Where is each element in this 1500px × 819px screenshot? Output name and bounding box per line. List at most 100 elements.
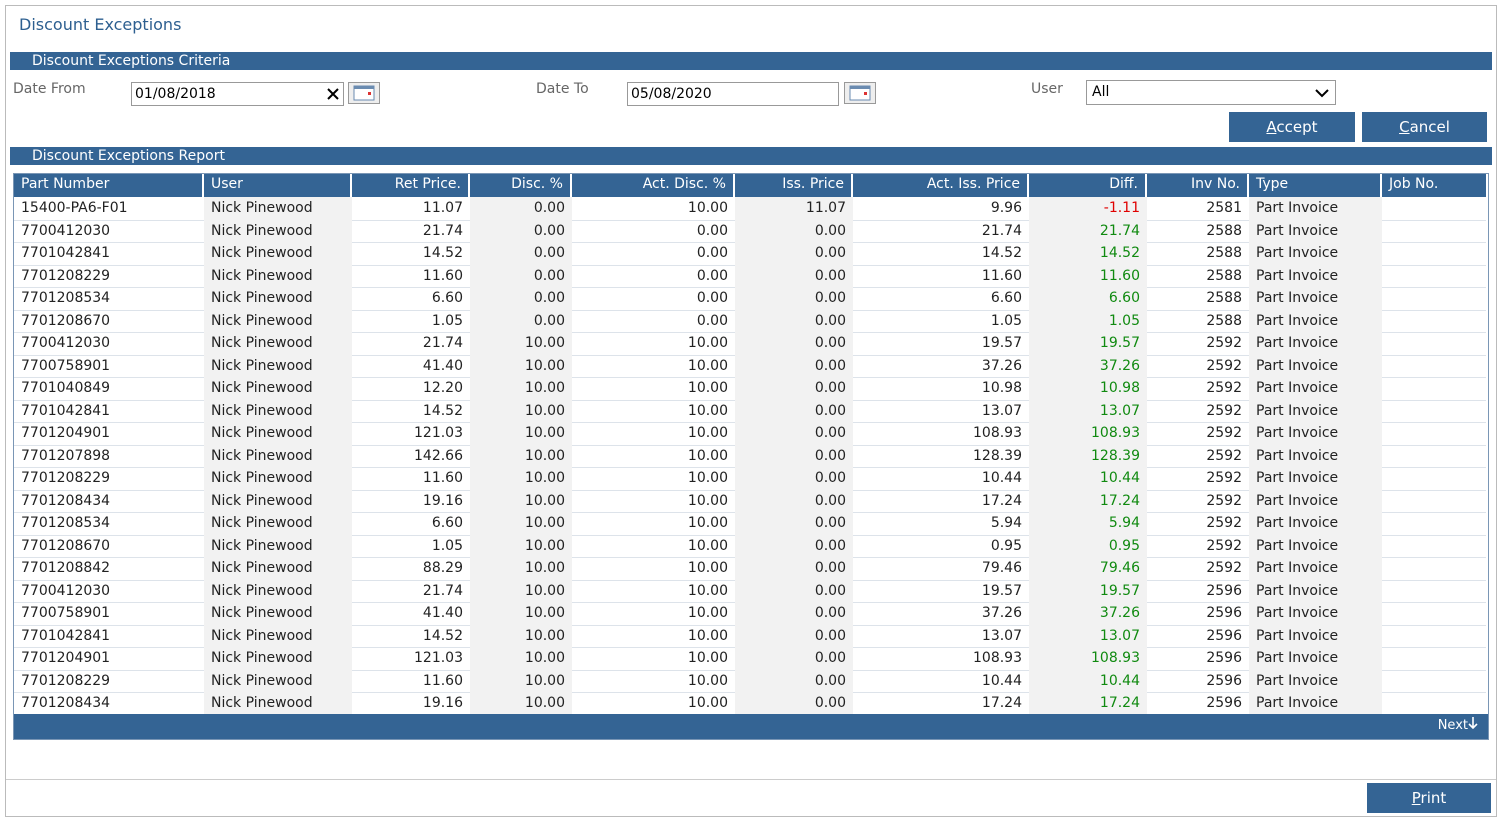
grid-cell: 14.52 xyxy=(422,402,463,419)
print-button[interactable]: Print xyxy=(1367,783,1491,813)
grid-cell: 7700412030 xyxy=(21,335,111,351)
grid-cell: 21.74 xyxy=(422,222,463,239)
grid-cell: 7700758901 xyxy=(21,357,111,374)
grid-cell: 10.00 xyxy=(470,647,572,670)
cancel-button[interactable]: Cancel xyxy=(1362,112,1487,142)
column-header: Iss. Price xyxy=(735,174,853,197)
column-header: Act. Iss. Price xyxy=(853,174,1029,197)
grid-row: 7701204901 Nick Pinewood 121.03 10.00 10.00 0… xyxy=(14,647,1486,671)
grid-row: 7700412030 Nick Pinewood 21.74 10.00 10.00 0.… xyxy=(14,332,1486,356)
grid-cell: 2596 xyxy=(1206,650,1242,666)
grid-cell: 11.60 xyxy=(422,470,463,486)
grid-cell: 79.46 xyxy=(981,560,1022,576)
grid-cell: Part Invoice xyxy=(1249,489,1382,512)
grid-cell: 10.00 xyxy=(687,200,728,216)
grid-cell: 7701208434 xyxy=(21,492,111,509)
grid-cell: 15400-PA6-F01 xyxy=(21,200,128,216)
grid-cell: Nick Pinewood xyxy=(204,444,352,467)
grid-cell: 10.00 xyxy=(687,627,728,644)
grid-cell: 7701208229 xyxy=(21,672,111,689)
grid-cell: Part Invoice xyxy=(1249,264,1382,287)
grid-row: 7701042841 Nick Pinewood 14.52 0.00 0.00 0.00… xyxy=(14,242,1486,266)
grid-cell: 7701040849 xyxy=(21,380,111,396)
date-to-value: 05/08/2020 xyxy=(631,86,712,102)
calendar-button[interactable] xyxy=(348,82,380,104)
date-to-input[interactable]: 05/08/2020 xyxy=(627,82,839,106)
grid-cell: 11.07 xyxy=(422,200,463,216)
grid-cell: Nick Pinewood xyxy=(204,512,352,535)
accept-button[interactable]: Accept xyxy=(1229,112,1355,142)
grid-cell: Nick Pinewood xyxy=(204,557,352,580)
grid-cell: 14.52 xyxy=(1029,242,1147,265)
grid-row: 15400-PA6-F01 Nick Pinewood 11.07 0.00 10.00… xyxy=(14,197,1486,221)
grid-cell: 0.00 xyxy=(470,309,572,332)
grid-cell: 19.57 xyxy=(981,335,1022,351)
grid-cell: 0.00 xyxy=(735,287,853,310)
grid-cell: Part Invoice xyxy=(1249,669,1382,692)
grid-row: 7701207898 Nick Pinewood 142.66 10.00 10.00 0… xyxy=(14,444,1486,468)
grid-row: 7701208534 Nick Pinewood 6.60 0.00 0.00 0.00 6… xyxy=(14,287,1486,311)
grid-cell: 14.52 xyxy=(422,245,463,261)
grid-cell: Part Invoice xyxy=(1249,534,1382,557)
date-to-label: Date To xyxy=(536,81,589,97)
grid-cell: 2596 xyxy=(1206,605,1242,621)
grid-cell: 41.40 xyxy=(422,605,463,621)
window-frame xyxy=(5,5,1497,817)
date-from-value: 01/08/2018 xyxy=(135,86,216,102)
grid-cell: 10.00 xyxy=(687,650,728,666)
grid-cell: 1.05 xyxy=(1029,309,1147,332)
grid-cell: 2596 xyxy=(1206,582,1242,599)
grid-cell: Nick Pinewood xyxy=(204,309,352,332)
grid-row: 7701042841 Nick Pinewood 14.52 10.00 10.00 0.… xyxy=(14,624,1486,648)
clear-icon[interactable] xyxy=(327,88,339,100)
grid-row: 7700758901 Nick Pinewood 41.40 10.00 10.00 0.… xyxy=(14,354,1488,378)
grid-cell: 0.00 xyxy=(735,242,853,265)
grid-cell: Part Invoice xyxy=(1249,647,1382,670)
grid-row: 7701208670 Nick Pinewood 1.05 0.00 0.00 0.00 1… xyxy=(14,309,1486,333)
grid-row: 7700412030 Nick Pinewood 21.74 0.00 0.00 0.00… xyxy=(14,219,1486,243)
grid-cell: 37.26 xyxy=(1029,602,1147,625)
grid-row: 7701204901 Nick Pinewood 121.03 10.00 10.00 0… xyxy=(14,422,1486,446)
grid-cell: 13.07 xyxy=(1029,399,1147,422)
grid-cell: 108.93 xyxy=(973,425,1022,441)
grid-cell: 7701204901 xyxy=(21,425,111,441)
report-header: Discount Exceptions Report xyxy=(10,147,1492,165)
grid-cell: 12.20 xyxy=(422,380,463,396)
empty-cell xyxy=(1382,355,1488,378)
grid-cell: Part Invoice xyxy=(1249,444,1382,467)
cancel-label: Cancel xyxy=(1399,118,1450,136)
calendar-button[interactable] xyxy=(844,82,876,104)
date-from-input[interactable]: 01/08/2018 xyxy=(131,82,344,106)
grid-cell: 7701204901 xyxy=(21,650,111,666)
report-grid: Part Number User Ret Price. Disc. % Act. Dis… xyxy=(13,173,1489,740)
grid-cell: 7700412030 xyxy=(21,222,111,239)
grid-row: 7701208434 Nick Pinewood 19.16 10.00 10.00 0.… xyxy=(14,692,1486,716)
grid-cell: Nick Pinewood xyxy=(204,219,352,242)
grid-cell: 0.00 xyxy=(470,197,572,220)
grid-cell: 2588 xyxy=(1206,222,1242,239)
grid-cell: Nick Pinewood xyxy=(204,669,352,692)
grid-cell: 17.24 xyxy=(981,695,1022,711)
empty-cell xyxy=(1382,265,1488,288)
grid-cell: 0.00 xyxy=(735,557,853,580)
grid-cell: 7700758901 xyxy=(21,605,111,621)
grid-cell: 41.40 xyxy=(422,357,463,374)
grid-cell: Nick Pinewood xyxy=(204,399,352,422)
grid-cell: 10.44 xyxy=(1029,669,1147,692)
grid-row: 7701040849 Nick Pinewood 12.20 10.00 10.00 0.… xyxy=(14,377,1486,401)
grid-cell: 7701208670 xyxy=(21,312,111,329)
grid-cell: 128.39 xyxy=(973,447,1022,464)
grid-cell: 0.00 xyxy=(470,242,572,265)
grid-cell: 10.00 xyxy=(470,602,572,625)
grid-cell: Nick Pinewood xyxy=(204,354,352,377)
grid-cell: Part Invoice xyxy=(1249,354,1382,377)
grid-cell: 0.00 xyxy=(735,444,853,467)
grid-cell: 7701208670 xyxy=(21,537,111,554)
next-link[interactable]: Next xyxy=(1438,717,1478,733)
empty-cell xyxy=(1382,647,1488,670)
grid-cell: 0.00 xyxy=(735,332,853,355)
user-select[interactable]: All xyxy=(1086,80,1336,105)
grid-cell: 10.00 xyxy=(687,357,728,374)
grid-cell: Nick Pinewood xyxy=(204,332,352,355)
